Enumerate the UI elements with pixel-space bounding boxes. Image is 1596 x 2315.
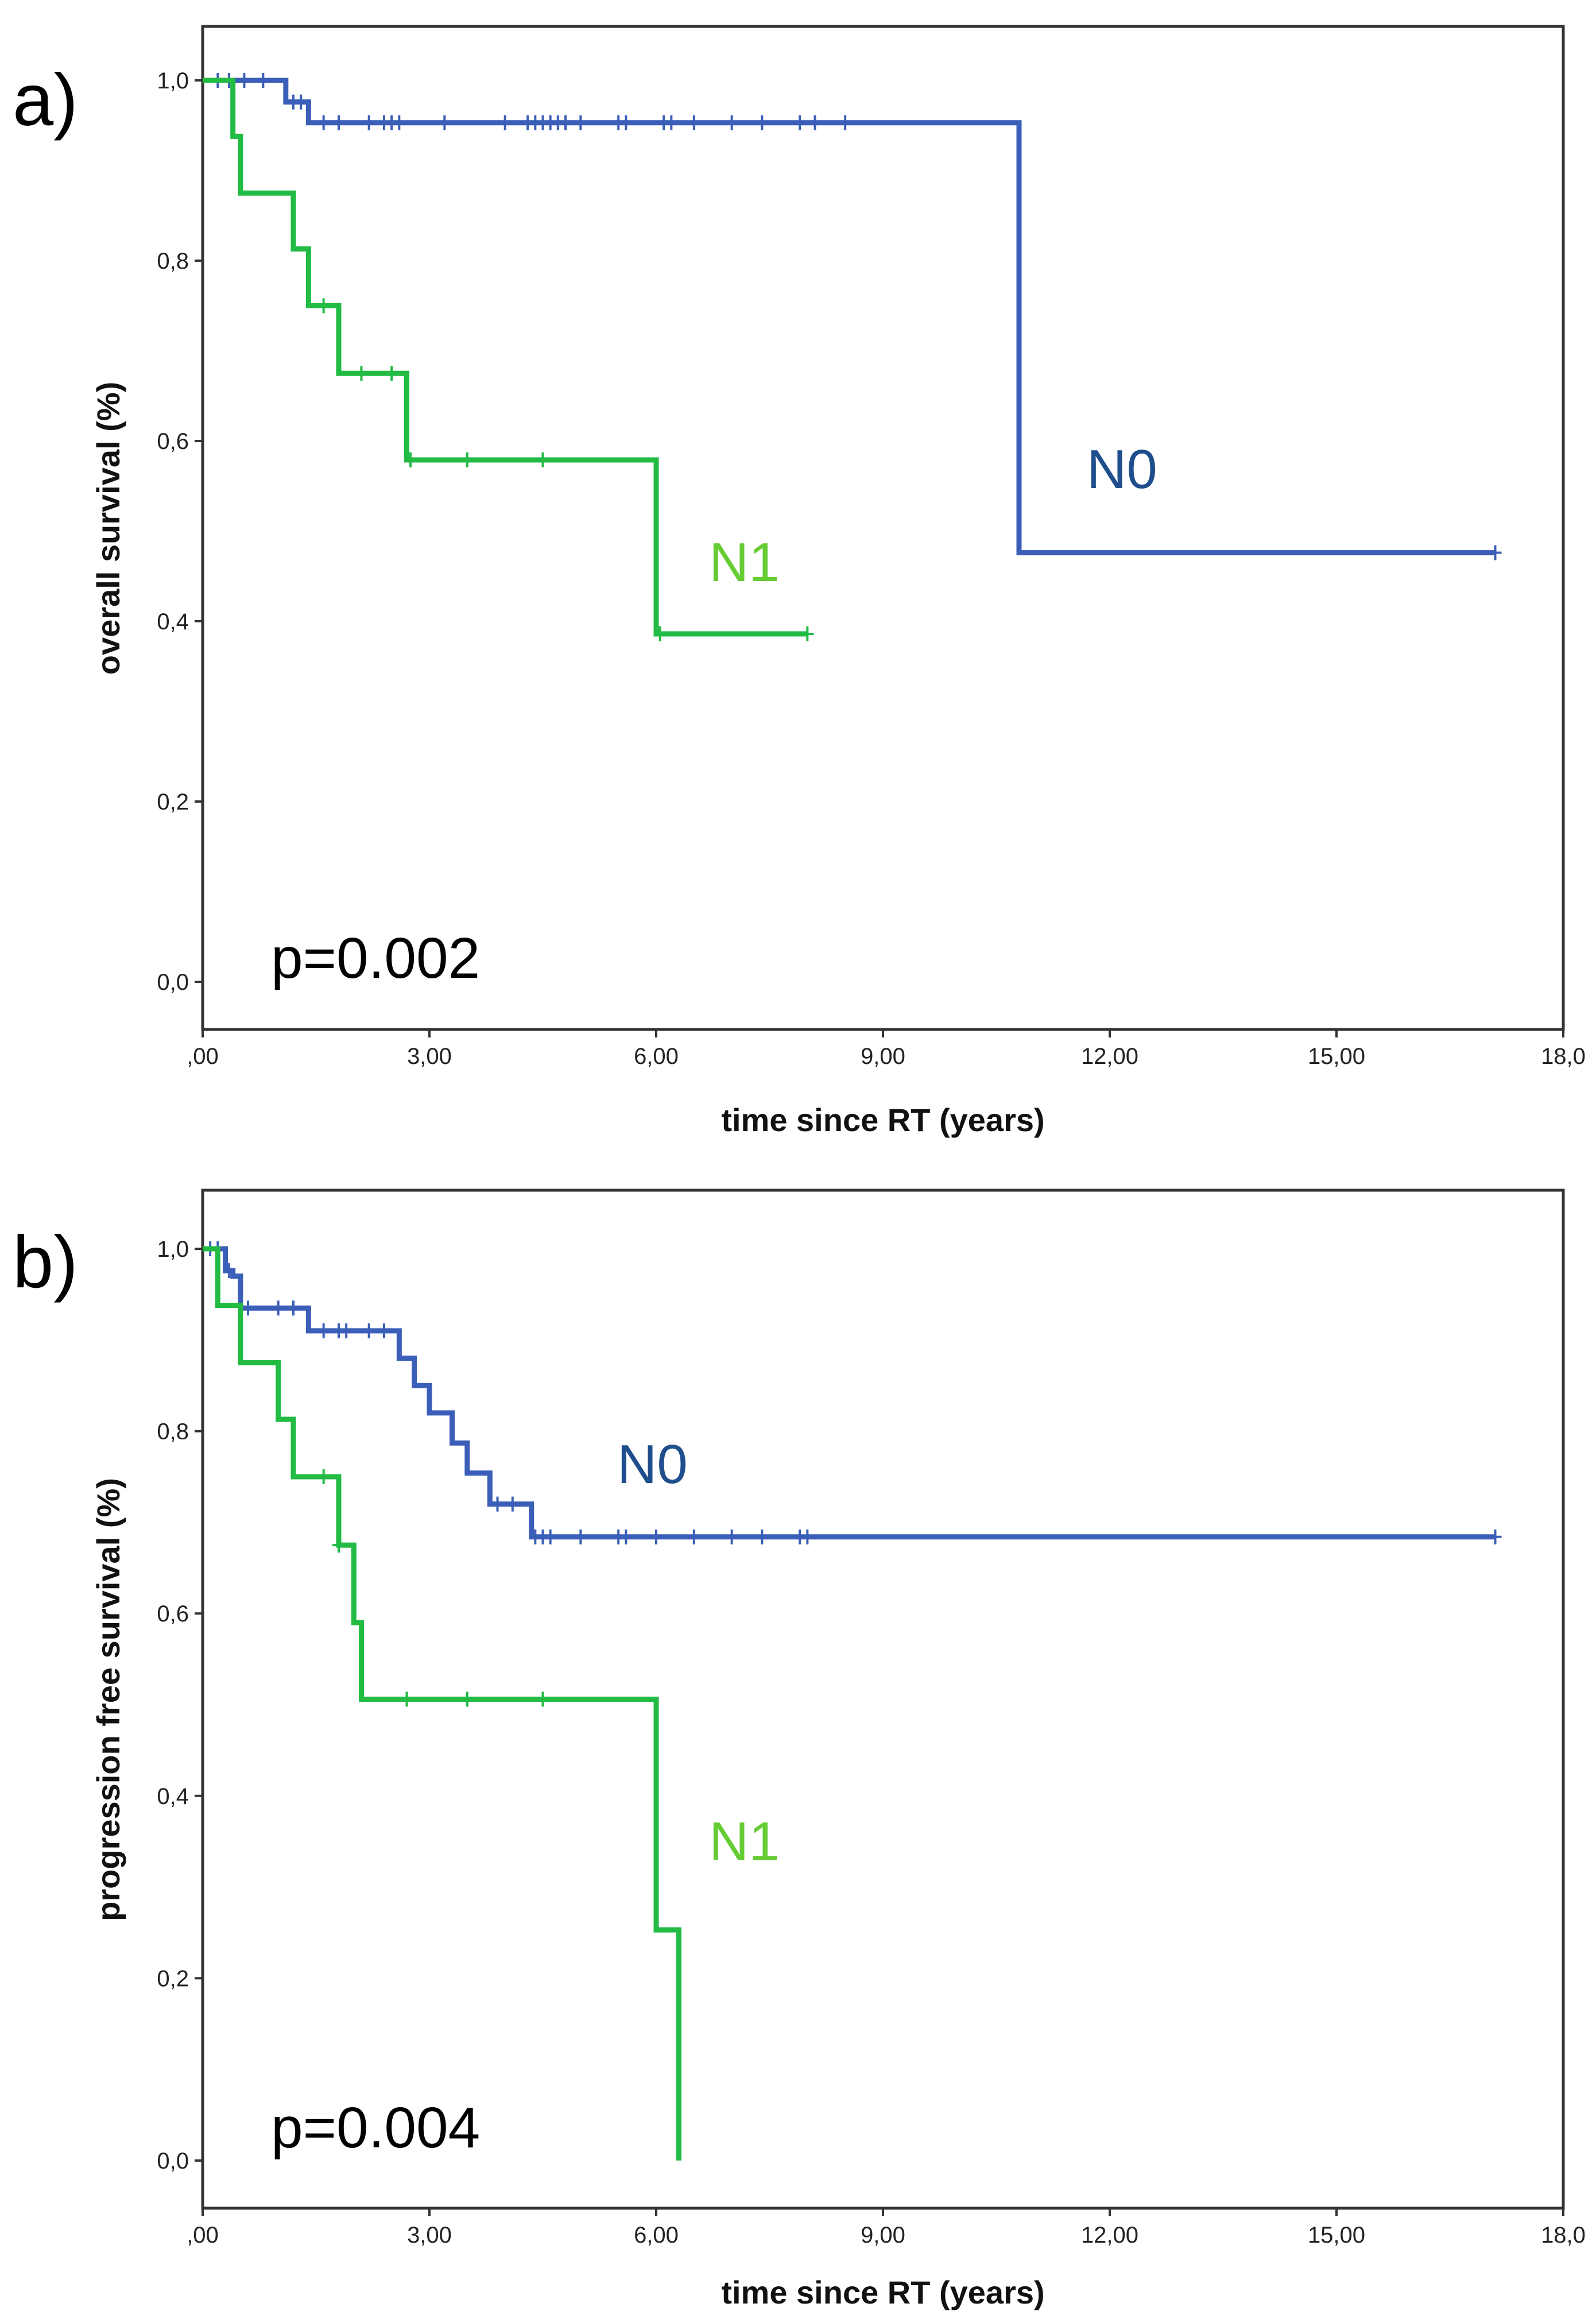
km-curve-n1 <box>203 1246 681 2161</box>
axis-ticks-a <box>195 79 1564 1038</box>
x-tick-label: 6,00 <box>634 1044 679 1069</box>
x-tick-label: ,00 <box>187 2223 219 2248</box>
km-curve-n0 <box>203 78 1496 556</box>
y-tick-label: 0,8 <box>157 1419 189 1445</box>
y-tick-label: 0,2 <box>157 789 189 815</box>
x-tick-label: ,00 <box>187 1044 219 1069</box>
series-group-a <box>203 73 1502 641</box>
x-tick-label: 9,00 <box>861 1044 905 1069</box>
group-label-n1-b: N1 <box>709 1811 780 1872</box>
y-tick-label: 0,0 <box>157 970 189 995</box>
x-tick-label: 18,0 <box>1541 1044 1586 1069</box>
panel-letter-a: a) <box>13 59 78 141</box>
group-label-n1-a: N1 <box>709 532 780 593</box>
km-curve-n0 <box>203 1246 1496 1540</box>
x-tick-label: 18,0 <box>1541 2223 1586 2248</box>
x-tick-label: 9,00 <box>861 2223 905 2248</box>
tick-labels-b: ,00 3,00 6,00 9,00 12,00 15,00 18,0 0,0 0,2 0,4 0,… <box>157 1237 1586 2248</box>
series-group-b <box>203 1241 1502 2161</box>
x-axis-title-a: time since RT (years) <box>721 1102 1044 1138</box>
panel-letter-b: b) <box>13 1221 78 1303</box>
y-tick-label: 0,8 <box>157 249 189 274</box>
y-axis-title-a: overall survival (%) <box>90 382 126 675</box>
x-tick-label: 15,00 <box>1308 2223 1365 2248</box>
x-tick-label: 15,00 <box>1308 1044 1365 1069</box>
tick-labels-a: ,00 3,00 6,00 9,00 12,00 15,00 18,0 0,0 0,2 0,4 0,… <box>157 68 1586 1069</box>
group-label-n0-b: N0 <box>617 1434 688 1495</box>
group-label-n0-a: N0 <box>1087 439 1157 500</box>
y-tick-label: 0,2 <box>157 1966 189 1991</box>
y-tick-label: 0,6 <box>157 429 189 454</box>
y-tick-label: 1,0 <box>157 68 189 94</box>
x-axis-title-b: time since RT (years) <box>721 2274 1044 2310</box>
x-tick-label: 12,00 <box>1081 1044 1138 1069</box>
y-tick-label: 0,4 <box>157 1784 189 1809</box>
panel-a-overall-survival: a) ,00 3,00 6,00 9,00 12,00 15,00 18,0 0,0 0,2 0,… <box>13 25 1586 1138</box>
x-tick-label: 3,00 <box>407 1044 452 1069</box>
y-tick-label: 0,0 <box>157 2148 189 2174</box>
y-axis-title-b: progression free survival (%) <box>90 1478 126 1921</box>
y-tick-label: 0,6 <box>157 1601 189 1627</box>
x-tick-label: 6,00 <box>634 2223 679 2248</box>
y-tick-label: 1,0 <box>157 1237 189 1262</box>
axis-ticks-b <box>195 1248 1564 2216</box>
km-curve-n1 <box>203 78 808 637</box>
x-tick-label: 12,00 <box>1081 2223 1138 2248</box>
p-value-b: p=0.004 <box>271 2096 480 2160</box>
y-tick-label: 0,4 <box>157 609 189 634</box>
panel-b-progression-free-survival: b) ,00 3,00 6,00 9,00 12,00 15,00 18,0 0,0 0,2 0,… <box>13 1189 1586 2310</box>
p-value-a: p=0.002 <box>271 926 480 990</box>
x-tick-label: 3,00 <box>407 2223 452 2248</box>
